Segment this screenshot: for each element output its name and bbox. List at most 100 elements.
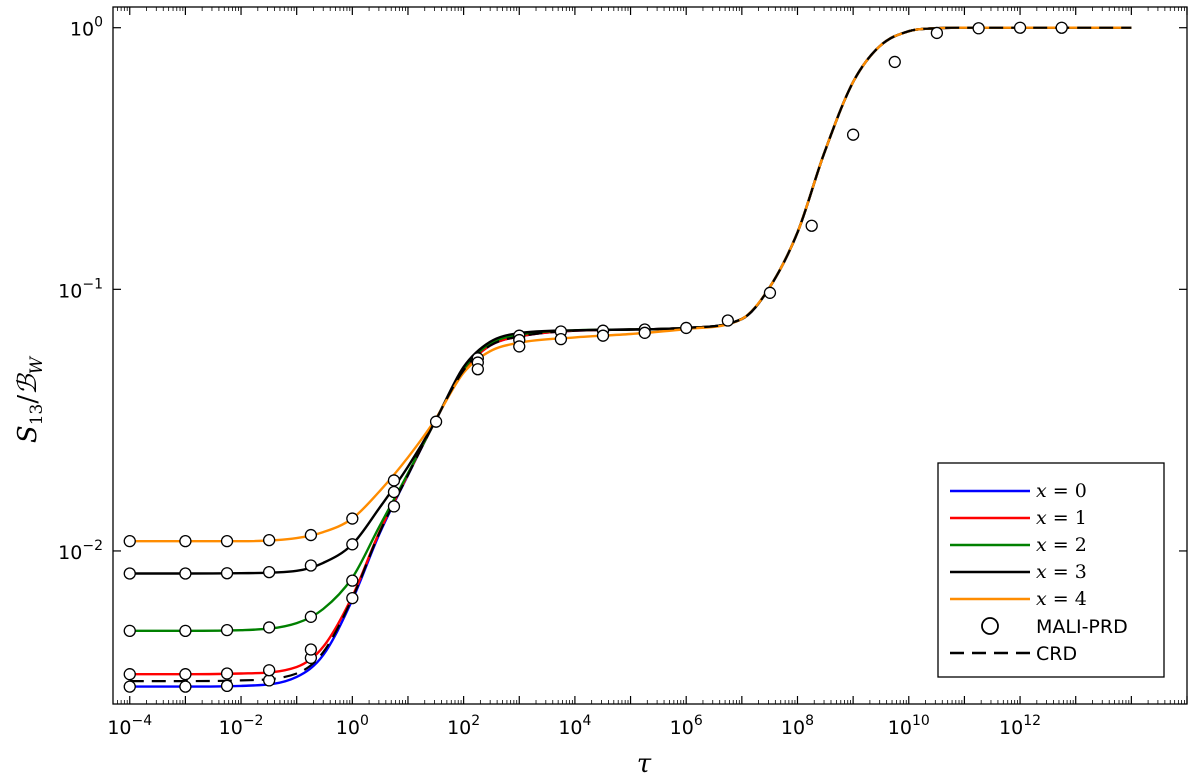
x-tick-label-exp: 4	[583, 713, 592, 729]
legend: x = 0 x = 1 x = 2 x = 3 x = 4 MALI-PRD CRD	[937, 462, 1165, 678]
mali-prd-marker	[220, 667, 234, 680]
legend-box	[937, 462, 1165, 678]
x-tick-label-exp: −4	[132, 713, 153, 729]
x-tick-label-exp: 6	[694, 713, 703, 729]
legend-label: x = 1	[1036, 507, 1087, 529]
mali-prd-marker	[220, 624, 234, 637]
mali-prd-marker	[346, 512, 359, 525]
y-tick-label: 10−2	[58, 538, 103, 564]
legend-label: x = 3	[1036, 561, 1087, 583]
mali-prd-marker	[387, 500, 401, 513]
mali-prd-marker	[220, 567, 234, 580]
mali-prd-marker	[680, 321, 693, 335]
legend-item: x = 4	[950, 588, 1087, 610]
mali-prd-marker	[304, 643, 318, 656]
mali-prd-marker	[805, 219, 818, 232]
mali-prd-marker	[596, 329, 610, 342]
plot-border	[112, 6, 1188, 705]
mali-prd-marker	[846, 128, 860, 141]
x-tick-label: 1010	[888, 713, 930, 739]
x-tick-label-exp: 12	[1023, 713, 1041, 729]
series-lines	[129, 26, 1132, 688]
y-axis-title-main: S	[13, 425, 43, 443]
mali-prd-marker	[123, 624, 136, 637]
legend-item: CRD	[950, 643, 1077, 665]
legend-item: x = 0	[950, 480, 1087, 502]
mali-prd-marker	[304, 528, 318, 542]
mali-prd-marker	[123, 535, 136, 548]
y-axis-title: S13/ℬW	[13, 355, 47, 443]
mali-prd-marker	[638, 326, 651, 339]
y-tick-label: 100	[70, 15, 103, 41]
x-tick-label-exp: 2	[471, 713, 480, 729]
legend-item: x = 1	[950, 507, 1087, 529]
mali-prd-marker	[1055, 21, 1068, 34]
legend-label: CRD	[1036, 643, 1077, 665]
mali-prd-marker	[387, 474, 401, 487]
mali-prd-marker	[513, 340, 526, 353]
mali-prd-marker	[123, 668, 136, 681]
mali-prd-marker	[721, 314, 734, 327]
y-tick-label-exp: −2	[82, 538, 103, 554]
series-line-crd	[129, 26, 1132, 683]
x-tick-label-base: 10	[107, 717, 131, 739]
legend-item: x = 2	[950, 534, 1087, 556]
y-tick-label-base: 10	[58, 280, 82, 302]
mali-prd-marker	[179, 624, 192, 637]
x-tick-label-exp: 0	[360, 713, 369, 729]
mali-prd-marker	[346, 538, 359, 551]
mali-prd-marker	[1013, 21, 1027, 34]
x-tick-label-exp: 8	[805, 713, 814, 729]
mali-prd-marker	[471, 363, 484, 376]
mali-prd-marker	[262, 674, 276, 687]
mali-prd-marker	[554, 333, 568, 346]
x-tick-label-base: 10	[888, 717, 912, 739]
mali-prd-marker	[262, 664, 276, 677]
mali-prd-marker	[220, 535, 234, 548]
x-tick-label-exp: 10	[912, 713, 930, 729]
y-axis-title-den: ℬ	[13, 373, 43, 395]
mali-prd-marker	[930, 26, 944, 40]
legend-swatch-marker	[981, 617, 999, 635]
x-tick-label: 104	[558, 713, 591, 739]
x-tick-label: 106	[670, 713, 703, 739]
y-tick-label: 10−1	[58, 276, 103, 302]
mali-prd-marker	[179, 668, 192, 681]
mali-prd-marker	[262, 533, 276, 547]
x-tick-label-base: 10	[219, 717, 243, 739]
legend-item: x = 3	[950, 561, 1087, 583]
y-tick-label-base: 10	[58, 542, 82, 564]
mali-prd-marker	[262, 621, 276, 634]
mali-prd-marker	[179, 535, 192, 548]
x-tick-label: 10−2	[219, 713, 264, 739]
mali-prd-marker	[888, 55, 901, 69]
x-tick-label: 108	[781, 713, 814, 739]
mali-prd-marker	[972, 22, 985, 35]
mali-prd-marker	[763, 286, 777, 299]
x-axis-ticks: 10−4 10−2 100 102 104 106 108 1010 1012	[107, 7, 1188, 739]
legend-label: MALI-PRD	[1036, 616, 1128, 638]
legend-label: x = 0	[1036, 480, 1087, 502]
legend-item: MALI-PRD	[981, 616, 1128, 638]
legend-label: x = 4	[1036, 588, 1087, 610]
plot-frame	[112, 6, 1188, 705]
x-tick-label-base: 10	[447, 717, 471, 739]
y-tick-label-exp: −1	[82, 276, 103, 292]
mali-prd-marker	[220, 679, 234, 693]
x-tick-label-base: 10	[670, 717, 694, 739]
x-tick-label: 100	[336, 713, 369, 739]
x-tick-label-base: 10	[336, 717, 360, 739]
x-tick-label-base: 10	[781, 717, 805, 739]
x-tick-label: 102	[447, 713, 480, 739]
mali-prd-marker	[346, 574, 359, 587]
legend-label: x = 2	[1036, 534, 1087, 556]
mali-prd-marker	[387, 485, 401, 499]
svg-text:S13/ℬW: S13/ℬW	[13, 355, 47, 443]
mali-prd-marker	[179, 680, 192, 693]
x-tick-label-exp: −2	[243, 713, 264, 729]
x-tick-label: 1012	[999, 713, 1041, 739]
y-tick-label-exp: 0	[94, 15, 103, 31]
mali-prd-marker	[262, 565, 276, 579]
